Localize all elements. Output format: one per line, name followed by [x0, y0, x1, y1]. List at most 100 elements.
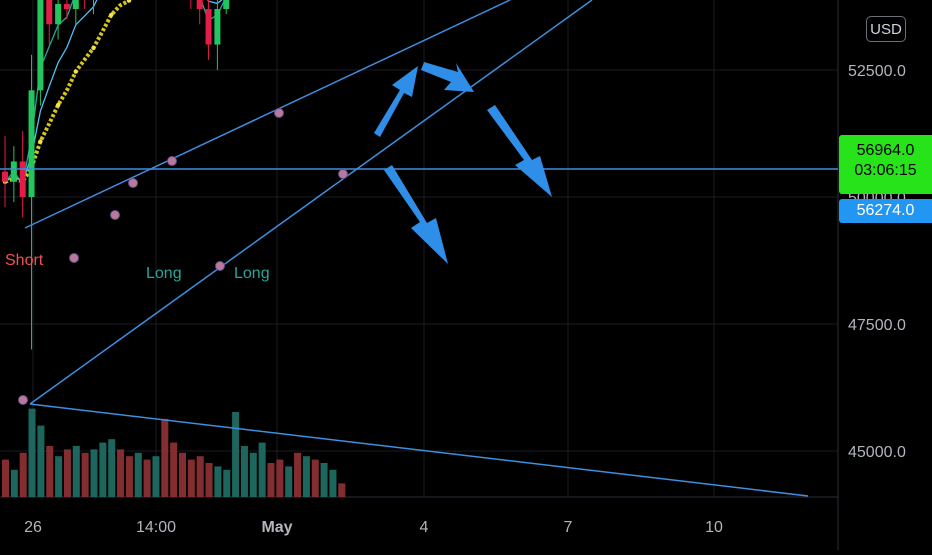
long-signal-label-2: Long	[234, 265, 270, 282]
volume-bar	[19, 452, 27, 497]
arrow-down-right	[487, 105, 552, 197]
volume-bar	[223, 469, 231, 497]
volume-bar	[249, 452, 257, 497]
ema-mid-line	[4, 0, 223, 184]
candle	[63, 3, 70, 10]
time-tick-label: 4	[420, 519, 429, 536]
price-axis: 45000.047500.050000.052500.055000.057500…	[848, 63, 906, 461]
volume-bar	[10, 469, 18, 497]
ema-slow-dot	[126, 0, 132, 3]
volume-bar	[187, 459, 195, 497]
trend-drawings	[0, 0, 838, 497]
short-signal-label: Short	[5, 252, 44, 269]
volume-bar	[258, 442, 266, 497]
current-price-tag: 56964.0 03:06:15	[839, 135, 932, 194]
time-tick-label: 7	[564, 519, 573, 536]
grid	[0, 0, 839, 550]
line-price-tag: 56274.0	[839, 199, 932, 223]
volume-bar	[232, 412, 240, 497]
signal-marker	[128, 178, 138, 188]
arrow-down	[384, 165, 448, 264]
channel-lower-line	[29, 0, 593, 405]
volume-bar	[302, 456, 310, 497]
candle	[205, 9, 212, 45]
candle	[28, 90, 35, 197]
volume-bar	[63, 449, 71, 497]
ema-slow-dot	[55, 102, 61, 108]
candle	[46, 0, 53, 25]
signal-marker	[69, 253, 79, 263]
time-tick-label: 10	[705, 519, 723, 536]
long-signal-label: Long	[146, 265, 182, 282]
volume-bar	[90, 449, 98, 497]
volume-bar	[179, 452, 186, 497]
volume-bar	[329, 469, 337, 497]
ema-slow-dot	[109, 12, 114, 18]
volume-bars	[2, 408, 346, 497]
volume-bar	[240, 446, 248, 497]
volume-bar	[276, 459, 284, 497]
volume-bar	[161, 418, 169, 497]
volume-bar	[117, 449, 125, 497]
volume-bar	[267, 463, 275, 497]
volume-bar	[285, 466, 293, 497]
support-trendline	[29, 403, 809, 497]
signal-marker	[215, 261, 225, 271]
volume-bar	[2, 459, 9, 497]
channel-upper-line	[24, 0, 511, 229]
currency-button[interactable]: USD	[866, 16, 906, 42]
volume-bar	[99, 442, 107, 497]
candle	[10, 161, 17, 182]
time-tick-label: May	[261, 519, 292, 536]
arrow-right	[421, 62, 474, 92]
volume-bar	[152, 456, 160, 497]
candle	[19, 161, 26, 197]
candle	[37, 0, 44, 91]
arrow-up	[374, 66, 418, 137]
candle	[72, 0, 79, 10]
signal-marker	[167, 156, 177, 166]
time-tick-label: 26	[24, 519, 42, 536]
time-axis: 26 14:00 May 4 7 10	[24, 519, 723, 536]
volume-bar	[338, 483, 346, 497]
volume-bar	[108, 439, 116, 497]
bar-countdown: 03:06:15	[854, 162, 917, 179]
volume-bar	[125, 456, 133, 497]
signal-marker	[18, 395, 28, 405]
ema-slow-dot	[38, 139, 43, 144]
volume-bar	[320, 463, 328, 497]
ema-slow-dot	[91, 45, 96, 51]
candle	[214, 9, 221, 45]
price-tick-label: 45000.0	[848, 444, 906, 461]
volume-bar	[28, 408, 36, 497]
candle	[55, 3, 62, 25]
signal-marker	[110, 210, 120, 220]
signal-labels: Short Long Long	[5, 108, 348, 405]
volume-bar	[81, 452, 89, 497]
volume-bar	[294, 452, 302, 497]
volume-bar	[143, 459, 151, 497]
volume-bar	[55, 456, 63, 497]
volume-bar	[170, 442, 178, 497]
volume-bar	[205, 463, 213, 497]
candles	[2, 0, 230, 350]
candle	[196, 0, 203, 10]
candle	[223, 0, 230, 10]
volume-bar	[72, 446, 80, 497]
price-tick-label: 52500.0	[848, 63, 906, 80]
volume-bar	[311, 459, 319, 497]
signal-marker	[274, 108, 284, 118]
volume-bar	[214, 466, 222, 497]
volume-bar	[196, 456, 204, 497]
ema-slow-dot	[73, 69, 79, 74]
volume-bar	[134, 452, 142, 497]
candle	[2, 171, 8, 182]
ema-slow-line	[4, 0, 133, 184]
current-price-value: 56964.0	[856, 142, 915, 159]
volume-bar	[37, 425, 45, 497]
time-tick-label: 14:00	[136, 519, 176, 536]
signal-marker	[338, 169, 348, 179]
price-tick-label: 47500.0	[848, 317, 906, 334]
